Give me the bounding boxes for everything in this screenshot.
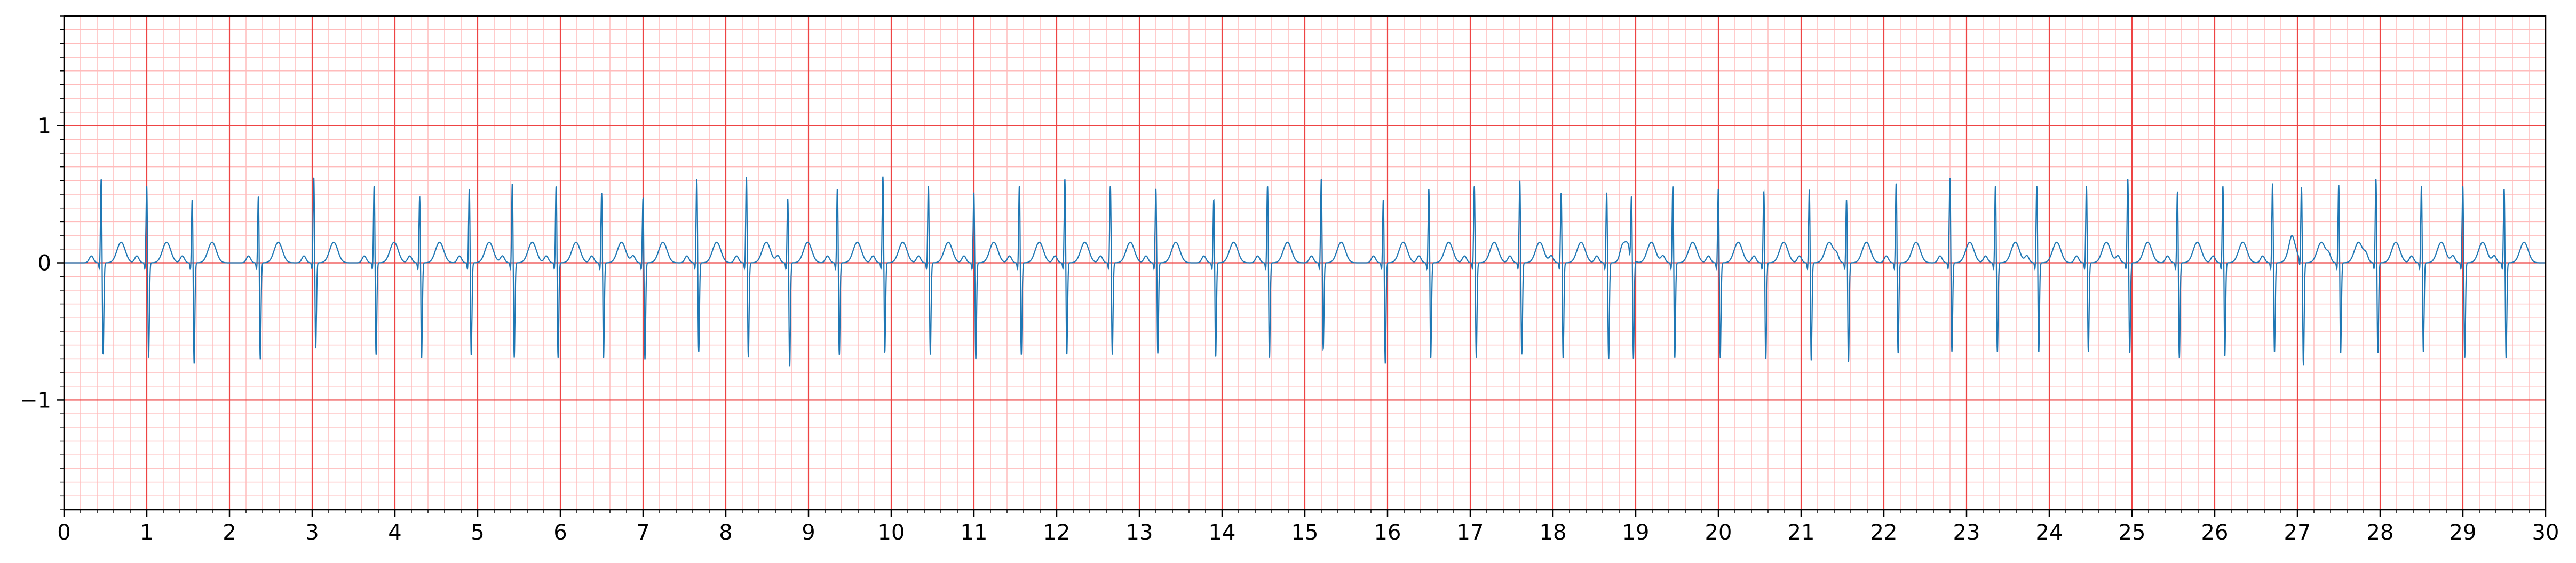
x-tick-label: 5 bbox=[471, 520, 484, 545]
x-tick-label: 25 bbox=[2119, 520, 2146, 545]
x-tick-label: 22 bbox=[1870, 520, 1898, 545]
x-tick-label: 6 bbox=[553, 520, 567, 545]
x-tick-label: 3 bbox=[305, 520, 319, 545]
x-tick-label: 14 bbox=[1209, 520, 1236, 545]
x-tick-label: 9 bbox=[802, 520, 815, 545]
x-tick-label: 4 bbox=[388, 520, 401, 545]
x-tick-label: 28 bbox=[2367, 520, 2394, 545]
x-tick-label: 7 bbox=[636, 520, 649, 545]
y-axis: −1 0 1 bbox=[20, 15, 64, 510]
x-tick-label: 23 bbox=[1953, 520, 1980, 545]
y-tick-label: −1 bbox=[20, 388, 51, 413]
x-tick-label: 29 bbox=[2450, 520, 2477, 545]
x-tick-label: 20 bbox=[1705, 520, 1732, 545]
x-tick-label: 19 bbox=[1622, 520, 1650, 545]
plot-area bbox=[63, 15, 2547, 511]
y-tick-label: 1 bbox=[38, 114, 51, 139]
x-tick-label: 11 bbox=[961, 520, 988, 545]
x-tick-label: 13 bbox=[1126, 520, 1153, 545]
x-tick-label: 15 bbox=[1291, 520, 1319, 545]
x-tick-label: 10 bbox=[878, 520, 905, 545]
x-tick-label: 1 bbox=[140, 520, 153, 545]
y-tick-label: 0 bbox=[38, 251, 51, 276]
ecg-trace bbox=[64, 176, 2546, 367]
x-tick-label: 27 bbox=[2284, 520, 2311, 545]
x-tick-label: 0 bbox=[57, 520, 70, 545]
x-tick-label: 2 bbox=[223, 520, 236, 545]
x-tick-label: 17 bbox=[1457, 520, 1484, 545]
x-tick-label: 30 bbox=[2532, 520, 2559, 545]
x-tick-label: 24 bbox=[2036, 520, 2063, 545]
x-axis: 0 1 2 3 4 5 6 7 8 9 10 11 12 13 14 15 16 17 18 19 20 21 22 23 24… bbox=[57, 510, 2559, 545]
x-tick-label: 26 bbox=[2201, 520, 2229, 545]
x-tick-label: 21 bbox=[1788, 520, 1815, 545]
x-tick-label: 8 bbox=[719, 520, 732, 545]
x-tick-label: 18 bbox=[1540, 520, 1567, 545]
x-tick-label: 12 bbox=[1043, 520, 1071, 545]
x-tick-label: 16 bbox=[1374, 520, 1401, 545]
